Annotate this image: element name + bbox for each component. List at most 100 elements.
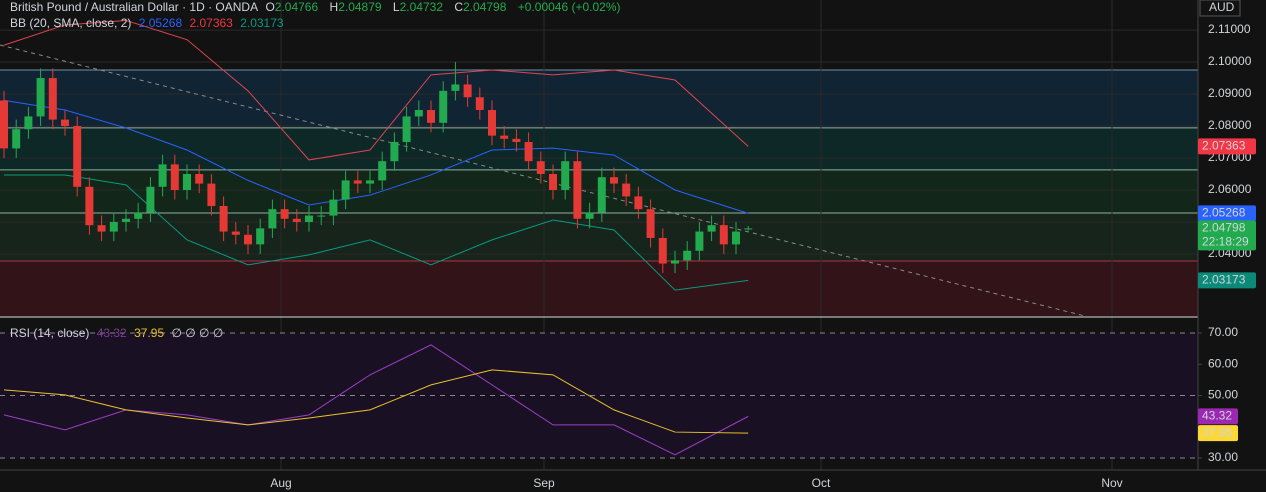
price-zone (0, 127, 1198, 170)
candle-body (85, 186, 94, 226)
price-badge-label: 2.04798 (1202, 221, 1246, 235)
price-zone (0, 213, 1198, 261)
rsi-band (0, 333, 1198, 458)
bb-upper (3, 19, 749, 161)
candle-body (12, 129, 21, 149)
countdown: 22:18:29 (1202, 235, 1249, 249)
rsi-tick-label: 30.00 (1208, 450, 1238, 464)
candle-body (134, 212, 143, 219)
candle-body (475, 97, 484, 111)
header-legend: British Pound / Australian Dollar · 1D ·… (10, 0, 625, 14)
symbol: British Pound / Australian Dollar · 1D ·… (10, 0, 259, 14)
candle-body (195, 173, 204, 184)
candle-body (390, 142, 399, 162)
rsi-badge (1198, 408, 1238, 425)
candle-body (646, 209, 655, 238)
rsi-extra: ∅ ∅ ∅ ∅ (171, 326, 224, 340)
candle-body (719, 225, 728, 245)
x-tick-label: Sep (533, 476, 555, 490)
candle-body (109, 221, 118, 232)
x-tick-label: Oct (812, 476, 831, 490)
rsi-ma (3, 369, 749, 434)
candle-body (366, 180, 374, 184)
candle-body (207, 183, 216, 206)
candle-body (427, 110, 435, 123)
ohlc-o: O2.04766 (265, 0, 319, 14)
price-zone (0, 260, 1198, 316)
candle-body (329, 199, 338, 216)
candle-body (439, 90, 448, 123)
rsi-legend[interactable]: RSI (14, close) 43.32 37.95 ∅ ∅ ∅ ∅ (10, 326, 227, 340)
price-badge (1198, 138, 1256, 155)
candle-body (500, 135, 509, 139)
candle-body (549, 173, 557, 190)
bb-upper: 2.07363 (189, 16, 233, 30)
candle-body (378, 161, 387, 181)
candle-body (341, 180, 350, 200)
candle-body (622, 183, 631, 197)
price-badge (1198, 205, 1256, 222)
candle-body (597, 177, 606, 213)
candle-body (219, 205, 228, 232)
candle-body (744, 228, 753, 230)
ohlc-l: L2.04732 (392, 0, 443, 14)
y-tick-label: 2.10000 (1208, 54, 1252, 68)
rsi-tick-label: 50.00 (1208, 388, 1238, 402)
candle-body (536, 161, 545, 174)
y-tick-label: 2.11000 (1208, 22, 1251, 36)
x-tick-label: Nov (1101, 476, 1122, 490)
candle-body (634, 196, 643, 210)
candle-body (61, 119, 69, 127)
rsi-tick-label: 70.00 (1208, 325, 1238, 339)
candle-body (585, 212, 594, 219)
candle-body (402, 116, 411, 143)
candle-body (610, 177, 618, 184)
candle-body (158, 164, 167, 187)
candle-body (97, 225, 106, 232)
price-zone (0, 70, 1198, 128)
candle-body (305, 215, 313, 222)
bb-basis: 2.05268 (138, 16, 183, 30)
candle-body (658, 237, 667, 264)
y-tick-label: 2.09000 (1208, 86, 1252, 100)
candle-body (292, 218, 301, 222)
candle-body (48, 78, 57, 120)
bb-legend[interactable]: BB (20, SMA, close, 2) 2.05268 2.07363 2… (10, 16, 288, 30)
bb-label: BB (20, SMA, close, 2) (10, 16, 132, 30)
candle-body (231, 231, 240, 235)
candle-body (671, 260, 679, 264)
bb-basis (3, 99, 749, 214)
candle-body (573, 161, 582, 219)
candle-body (146, 186, 155, 213)
ohlc-h: H2.04879 (329, 0, 382, 14)
rsi-badge-label: 37.95 (1202, 425, 1232, 439)
candle-body (695, 231, 704, 251)
currency-box (1199, 0, 1241, 17)
candle-body (122, 218, 130, 222)
candle-body (524, 142, 533, 162)
candle-body (707, 225, 716, 232)
trend-line (0, 44, 1086, 317)
price-badge-label: 2.03173 (1202, 273, 1246, 287)
price-badge (1198, 272, 1256, 289)
candle-body (268, 209, 277, 229)
y-tick-label: 2.08000 (1208, 118, 1252, 132)
price-badge-label: 2.07363 (1202, 139, 1246, 153)
candle-body (0, 100, 8, 149)
rsi-label: RSI (14, close) (10, 326, 90, 340)
rsi-value: 43.32 (96, 326, 127, 340)
candle-body (170, 164, 179, 190)
candle-body (732, 231, 740, 245)
candle-body (183, 173, 191, 190)
candle-body (414, 110, 423, 117)
candle-body (280, 209, 289, 219)
candle-body (561, 161, 570, 190)
candle-body (451, 84, 460, 91)
bb-lower: 2.03173 (240, 16, 284, 30)
y-tick-label: 2.06000 (1208, 182, 1252, 196)
rsi-badge (1198, 425, 1238, 442)
candle-body (512, 138, 521, 143)
candle-body (24, 116, 33, 130)
candle-body (256, 228, 265, 245)
